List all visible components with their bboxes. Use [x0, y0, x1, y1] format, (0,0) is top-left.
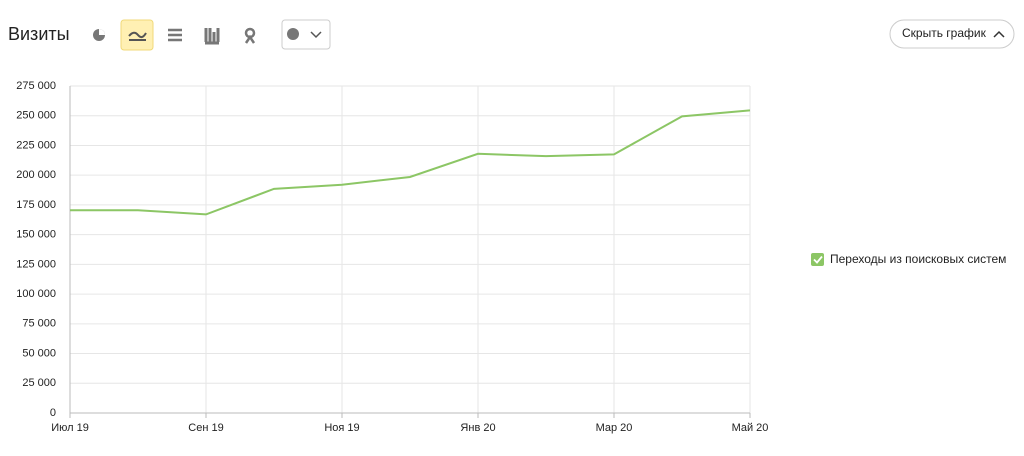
- chart-type-toolbar: [93, 19, 331, 51]
- x-tick-label: Мар 20: [596, 422, 633, 434]
- area-button[interactable]: [168, 28, 182, 42]
- pie-button[interactable]: [93, 29, 105, 41]
- plot: 0 25 000 50 000 75 000 100 000 125 000 150 000…: [16, 80, 768, 434]
- map-button[interactable]: [244, 27, 256, 44]
- x-tick-label: Июл 19: [51, 422, 89, 434]
- legend-item[interactable]: Переходы из поисковых систем: [811, 252, 1006, 266]
- y-tick-label: 225 000: [16, 139, 56, 151]
- y-tick-label: 100 000: [16, 288, 56, 300]
- annotations-dropdown[interactable]: [281, 19, 331, 50]
- y-tick-label: 50 000: [22, 347, 56, 359]
- y-tick-label: 150 000: [16, 229, 56, 241]
- y-tick-label: 125 000: [16, 258, 56, 270]
- line-icon: [128, 31, 147, 41]
- check-mark: [813, 255, 823, 264]
- legend-label: Переходы из поисковых систем: [830, 252, 1006, 266]
- y-tick-label: 200 000: [16, 169, 56, 181]
- series-line: [70, 109, 751, 216]
- x-tick-label: Ноя 19: [324, 422, 359, 434]
- bar-button[interactable]: [204, 28, 220, 45]
- y-tick-label: 275 000: [16, 80, 56, 92]
- legend-checkbox[interactable]: [811, 253, 824, 266]
- x-tick-label: Янв 20: [460, 422, 495, 434]
- y-tick-label: 250 000: [16, 110, 56, 122]
- y-tick-label: 25 000: [22, 377, 56, 389]
- y-tick-label: 75 000: [22, 318, 56, 330]
- hide-chart-button[interactable]: Скрыть график: [889, 19, 1015, 49]
- x-tick-label: Сен 19: [188, 422, 223, 434]
- y-tick-label: 0: [50, 407, 56, 419]
- page-title: Визиты: [8, 24, 70, 44]
- x-tick-label: Май 20: [732, 422, 769, 434]
- y-tick-label: 175 000: [16, 199, 56, 211]
- hide-chart-label: Скрыть график: [902, 26, 987, 40]
